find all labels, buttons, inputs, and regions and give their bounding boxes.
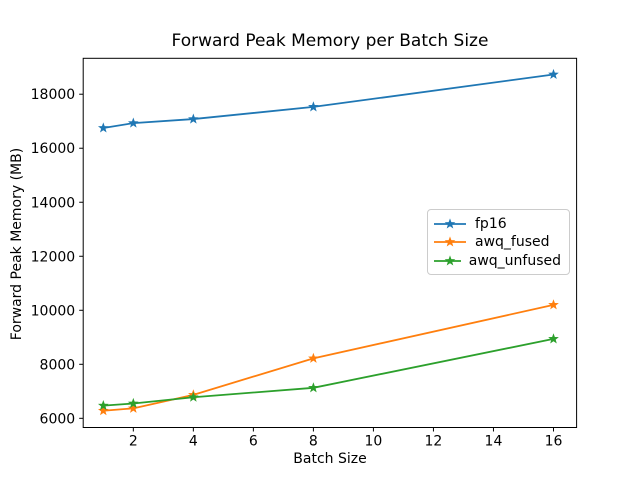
series-line-fp16 [102, 73, 555, 129]
legend-label: awq_unfused [468, 252, 561, 269]
chart-title: Forward Peak Memory per Batch Size [171, 31, 489, 51]
data-point-marker [97, 400, 109, 411]
x-axis-label: Batch Size [293, 451, 367, 467]
y-tick-label: 14000 [31, 195, 76, 211]
data-point-marker [97, 405, 109, 416]
data-point-marker [308, 101, 319, 112]
legend-label: awq_fused [475, 234, 550, 251]
y-tick-label: 16000 [31, 141, 76, 157]
data-point-marker [548, 299, 559, 310]
y-tick-label: 8000 [40, 357, 76, 373]
data-point-marker [548, 333, 559, 344]
x-tick-label: 10 [365, 434, 383, 450]
legend-item-awq-fused: awq_fused [433, 233, 561, 251]
line-star-icon [434, 236, 466, 248]
data-point-marker [308, 382, 319, 393]
y-tick-label: 12000 [31, 249, 76, 265]
series-line-awq_unfused [102, 338, 555, 407]
legend-item-awq-unfused: awq_unfused [433, 252, 561, 270]
x-tick-label: 8 [309, 434, 318, 450]
data-point-marker [308, 352, 319, 363]
data-point-marker [127, 117, 139, 128]
x-tick-label: 14 [485, 434, 503, 450]
y-tick-label: 6000 [40, 411, 76, 427]
y-tick-label: 18000 [31, 87, 76, 103]
data-point-marker [127, 397, 139, 408]
data-point-marker [97, 122, 109, 133]
legend-item-fp16: fp16 [433, 215, 561, 233]
series-line-awq_fused [102, 303, 555, 412]
data-point-marker [127, 402, 139, 413]
line-star-icon [434, 218, 466, 229]
legend-label: fp16 [475, 216, 507, 233]
y-tick-label: 10000 [31, 303, 76, 319]
x-tick-label: 6 [249, 434, 258, 450]
x-tick-label: 4 [189, 434, 198, 450]
x-tick-label: 16 [545, 434, 563, 450]
x-tick-label: 12 [425, 434, 443, 450]
line-star-icon [434, 255, 461, 266]
data-point-marker [548, 68, 559, 80]
legend: fp16 awq_fused awq_unfused [427, 209, 570, 275]
data-point-marker [188, 391, 199, 402]
x-tick-label: 2 [129, 434, 138, 450]
data-point-marker [188, 113, 199, 124]
